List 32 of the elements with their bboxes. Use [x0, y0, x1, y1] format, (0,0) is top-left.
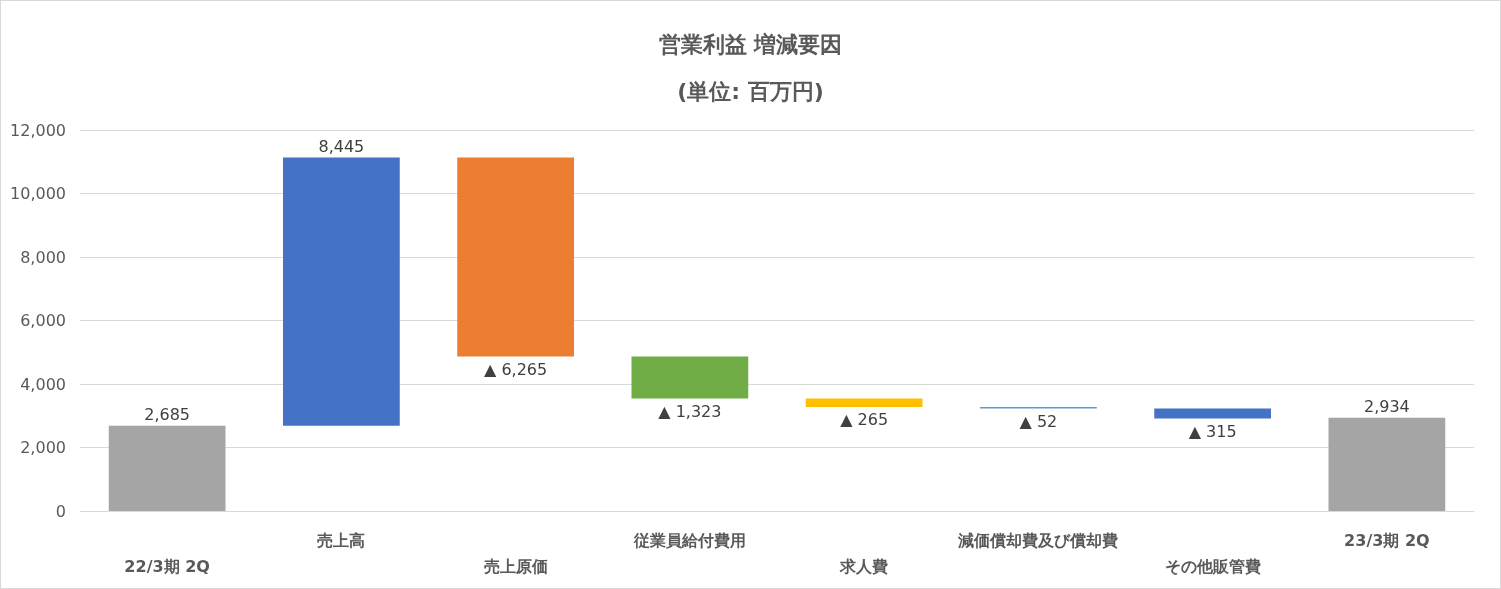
bar [457, 157, 574, 357]
chart-title: 営業利益 増減要因 [658, 31, 843, 57]
y-tick-label: 6,000 [20, 311, 66, 330]
data-label: ▲ 1,323 [658, 402, 722, 422]
y-tick-label: 8,000 [20, 247, 66, 267]
data-label: ▲ 265 [840, 410, 889, 430]
x-tick-label: 従業員給付費用 [632, 530, 746, 550]
x-tick-label: 売上高 [317, 530, 366, 550]
bar [108, 425, 226, 511]
data-label: ▲ 6,265 [484, 360, 548, 380]
data-label: ▲ 315 [1188, 422, 1237, 442]
bar [1154, 408, 1271, 419]
data-label: 8,445 [318, 137, 365, 157]
y-tick-label: 0 [55, 501, 66, 521]
x-tick-label: その他販管費 [1164, 556, 1261, 576]
data-label: 2,934 [1363, 397, 1410, 417]
data-label: 2,685 [144, 405, 191, 425]
x-tick-label: 減価償却費及び償却費 [957, 530, 1119, 550]
x-tick-label: 23/3期 2Q [1344, 530, 1430, 550]
bar [283, 157, 400, 426]
x-tick-label: 売上原価 [483, 556, 548, 576]
chart-subtitle: (単位: 百万円) [677, 78, 824, 104]
x-tick-label: 22/3期 2Q [124, 556, 210, 576]
data-label: ▲ 52 [1019, 412, 1058, 432]
bar [1328, 417, 1446, 511]
y-tick-label: 2,000 [20, 438, 66, 457]
x-tick-label: 求人費 [839, 556, 889, 576]
y-tick-label: 12,000 [10, 120, 66, 140]
bar [805, 398, 923, 407]
y-tick-label: 10,000 [10, 184, 66, 203]
bar [631, 356, 749, 399]
y-tick-label: 4,000 [20, 374, 66, 394]
